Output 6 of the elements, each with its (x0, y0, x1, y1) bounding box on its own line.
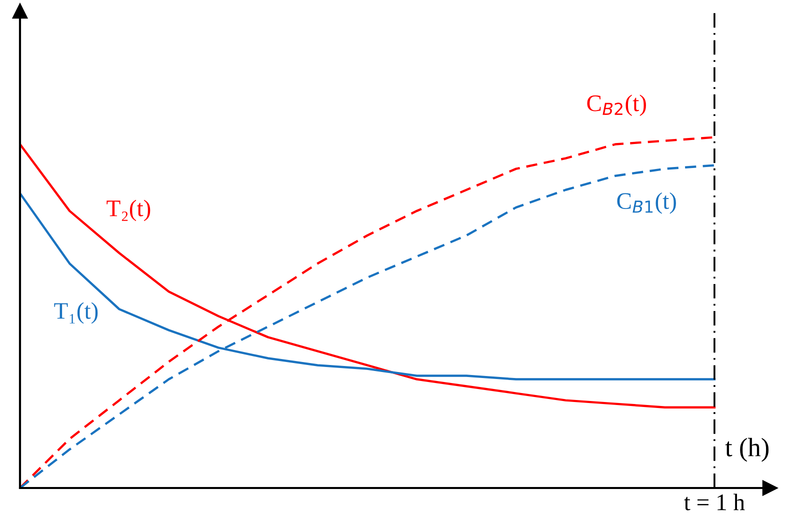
series-label: C$_{B1}$(t) (617, 192, 676, 214)
x-axis-title: t (h) (725, 438, 769, 462)
series-label: T₂(t) (106, 200, 150, 222)
series-label: T₁(t) (54, 302, 98, 324)
text: t = 1 h (684, 494, 745, 510)
series-label: C$_{B2}$(t) (587, 94, 646, 116)
